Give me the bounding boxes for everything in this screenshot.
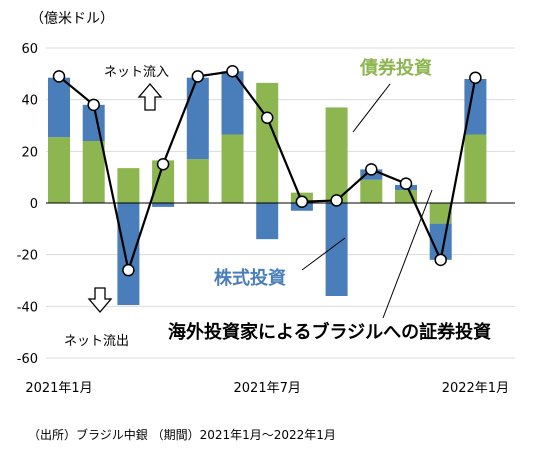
- bond-label-leader: [352, 83, 391, 133]
- total-point: [330, 194, 343, 207]
- y-tick-label: 60: [21, 42, 38, 57]
- total-point: [469, 71, 482, 84]
- equity-bar: [152, 203, 175, 207]
- bond-bar: [221, 134, 244, 203]
- net-outflow-label: ネット流出: [64, 334, 129, 349]
- total-point: [295, 195, 309, 208]
- bars: [48, 71, 487, 306]
- total-point: [260, 111, 274, 124]
- y-tick-label: -20: [17, 249, 38, 264]
- bond-series-label: 債券投資: [359, 57, 432, 79]
- bond-bar: [429, 203, 452, 224]
- total-point: [156, 158, 170, 171]
- total-point: [52, 70, 66, 83]
- equity-bar: [48, 77, 70, 138]
- equity-series-label: 株式投資: [214, 267, 286, 289]
- bond-bar: [360, 179, 383, 203]
- chart: -60 -40 -20 0 20 40 60 2021年1月 2021年7月 2022年1月 債…: [17, 42, 515, 396]
- y-axis-unit-label: （億米ドル）: [30, 11, 114, 27]
- bond-bar: [117, 168, 140, 203]
- source-note: （出所）ブラジル中銀 （期間）2021年1月～2022年1月: [28, 428, 336, 442]
- equity-bar: [256, 203, 279, 240]
- y-tick-label: -60: [17, 352, 38, 367]
- equity-bar: [117, 203, 140, 306]
- total-point: [226, 65, 239, 78]
- equity-bar: [221, 71, 244, 135]
- y-tick-label: 40: [21, 94, 38, 109]
- x-tick-label: 2022年1月: [442, 381, 509, 396]
- y-tick-label: -40: [17, 300, 38, 315]
- bond-bar: [256, 82, 279, 203]
- net-outflow-arrow-icon: [87, 287, 113, 314]
- total-point: [365, 163, 378, 176]
- net-inflow-arrow-icon: [137, 82, 163, 111]
- total-point: [434, 253, 447, 267]
- y-tick-label: 0: [30, 197, 38, 212]
- bond-bar: [82, 141, 105, 203]
- net-inflow-label: ネット流入: [104, 65, 169, 80]
- total-point: [122, 263, 135, 277]
- x-tick-label: 2021年7月: [234, 381, 301, 396]
- equity-bar: [325, 203, 348, 296]
- chart-title: 海外投資家によるブラジルへの証券投資: [168, 321, 491, 343]
- equity-bar: [186, 77, 209, 160]
- total-point: [87, 98, 100, 112]
- total-line: [52, 65, 482, 277]
- total-point: [399, 177, 413, 190]
- title-leader: [382, 189, 433, 319]
- y-tick-labels: -60 -40 -20 0 20 40 60: [17, 42, 38, 367]
- x-tick-label: 2021年1月: [25, 381, 92, 396]
- equity-label-leader: [301, 237, 346, 271]
- x-tick-labels: 2021年1月 2021年7月 2022年1月: [25, 381, 509, 396]
- bond-bar: [48, 137, 70, 203]
- equity-bar: [464, 79, 487, 135]
- bond-bar: [186, 159, 209, 203]
- bond-bar: [325, 107, 348, 203]
- y-tick-label: 20: [21, 145, 38, 160]
- total-point: [191, 70, 205, 83]
- bond-bar: [464, 134, 487, 203]
- bond-bar: [152, 160, 175, 203]
